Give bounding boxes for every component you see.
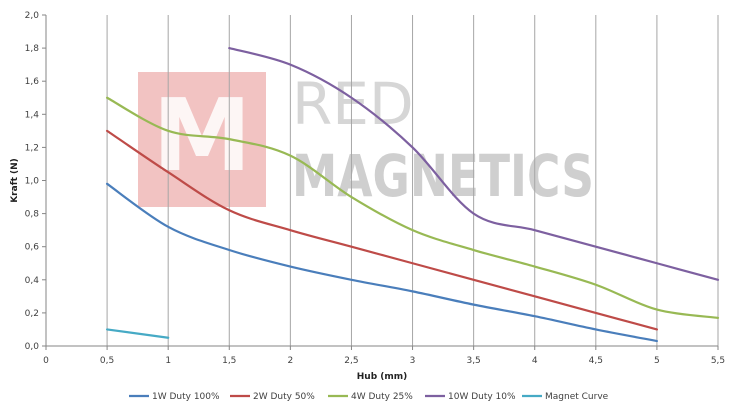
legend-label: 1W Duty 100%: [152, 392, 220, 402]
series-line-3: [105, 96, 720, 319]
x-tick-label: 1: [165, 356, 171, 366]
x-tick-label: 5,5: [711, 356, 725, 366]
legend-label: Magnet Curve: [545, 392, 609, 402]
watermark-logo-block: [138, 72, 266, 207]
x-tick-label: 4: [532, 356, 538, 366]
x-tick-label: 2: [287, 356, 293, 366]
y-tick-label: 1,8: [25, 44, 40, 54]
y-tick-label: 0,2: [25, 309, 39, 319]
axes: 0 0,5 1 1,5 2 2,5 3 3,5 4 4,5 5 5,5 0,0 0,2 0,4 0,6 0,8 1…: [25, 11, 725, 366]
x-tick-label: 0,5: [100, 356, 114, 366]
watermark: M RED MAGNETICS: [138, 70, 594, 210]
x-tick-label: 3,5: [466, 356, 480, 366]
x-tick-label: 5: [654, 356, 660, 366]
series-layer: [105, 47, 720, 343]
x-tick-label: 2,5: [344, 356, 358, 366]
x-tick-label: 4,5: [589, 356, 603, 366]
watermark-line2: MAGNETICS: [292, 142, 594, 210]
y-tick-label: 0,6: [25, 243, 40, 253]
x-tick-label: 3: [410, 356, 416, 366]
y-tick-label: 0,0: [25, 342, 40, 352]
x-axis-title: Hub (mm): [357, 372, 408, 382]
x-tick-label: 1,5: [222, 356, 236, 366]
legend-label: 2W Duty 50%: [253, 392, 315, 402]
series-line-2: [105, 129, 659, 331]
watermark-line1: RED: [292, 70, 414, 138]
y-tick-label: 1,0: [25, 177, 40, 187]
y-tick-label: 2,0: [25, 11, 40, 21]
series-line-4: [228, 47, 720, 281]
legend: 1W Duty 100% 2W Duty 50% 4W Duty 25% 10W Du…: [129, 392, 609, 402]
y-tick-label: 1,2: [25, 143, 39, 153]
legend-label: 10W Duty 10%: [448, 392, 516, 402]
y-tick-label: 1,4: [25, 110, 40, 120]
series-line-1: [105, 182, 659, 343]
x-tick-label: 0: [43, 356, 49, 366]
grid: [106, 15, 719, 346]
y-tick-label: 1,6: [25, 77, 40, 87]
y-tick-label: 0,8: [25, 210, 40, 220]
legend-label: 4W Duty 25%: [351, 392, 413, 402]
y-tick-label: 0,4: [25, 276, 40, 286]
series-line-5: [105, 328, 170, 339]
y-axis-title: Kraft (N): [10, 158, 20, 203]
